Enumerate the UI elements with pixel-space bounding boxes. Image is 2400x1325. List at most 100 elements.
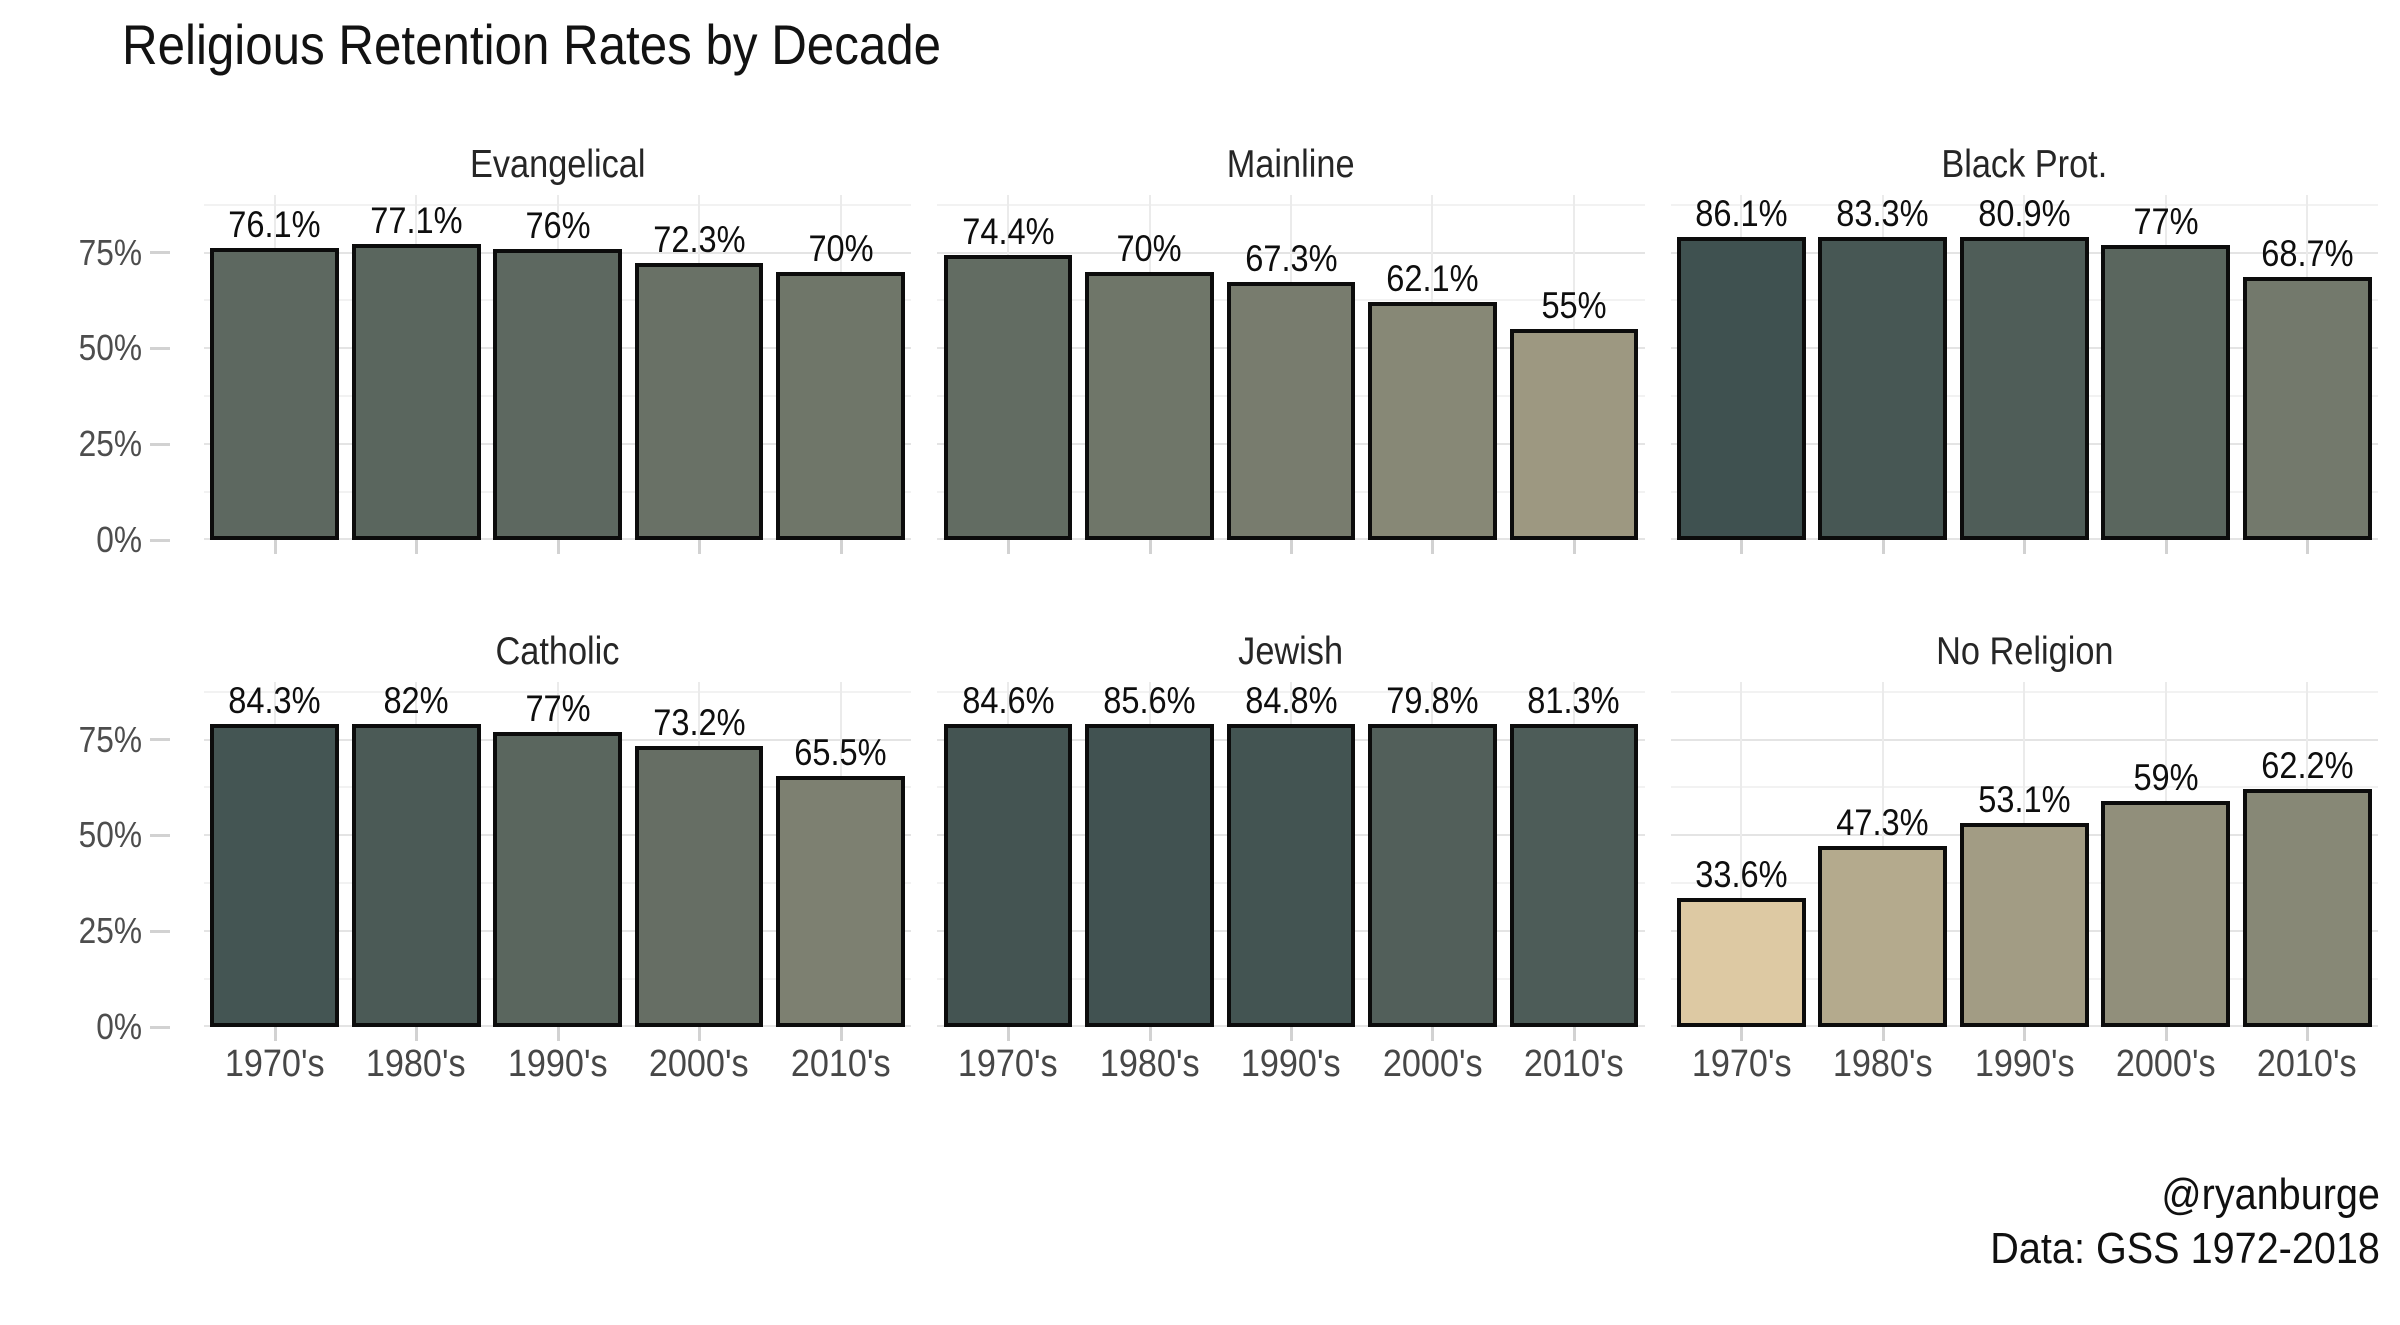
bar-value-label: 84.3% xyxy=(228,680,321,721)
bar-1980-s-mainline xyxy=(1085,271,1214,540)
bar-1990-s-no-religion xyxy=(1959,823,2089,1027)
plot-panel: 84.3% 82% 77% 73.2% 65.5% xyxy=(204,680,912,1027)
bar-value-label: 81.3% xyxy=(1527,680,1621,721)
y-axis-label: 25% xyxy=(78,910,142,952)
x-axis-labels: 1970's 1980's 1990's 2000's 2010's xyxy=(204,1043,911,1101)
bar-2010-s-catholic xyxy=(776,775,905,1027)
bar-value-label: 84.8% xyxy=(1244,680,1338,721)
bar-value-label: 72.3% xyxy=(652,218,746,260)
x-axis-label: 1990's xyxy=(1974,1043,2075,1085)
x-axis-tick xyxy=(1572,540,1576,554)
y-axis-tick xyxy=(150,833,170,837)
x-axis-label: 1980's xyxy=(1832,1043,1933,1085)
facet-title: Catholic xyxy=(495,630,620,673)
x-axis-tick xyxy=(1572,1027,1576,1041)
y-axis-label: 25% xyxy=(78,423,142,465)
gridline-vertical xyxy=(1740,682,1743,1027)
facet-title: Jewish xyxy=(1238,630,1344,673)
plot-panel: 84.6% 85.6% 84.8% 79.8% 81.3% xyxy=(937,680,1645,1027)
x-axis-tick xyxy=(273,540,277,554)
x-axis-tick xyxy=(1289,1027,1293,1041)
bar-2010-s-black-prot xyxy=(2242,276,2372,540)
bar-2010-s-evangelical xyxy=(776,271,905,540)
bar-1970-s-mainline xyxy=(943,254,1073,540)
x-axis-label: 1980's xyxy=(1099,1043,1200,1085)
facet-jewish: Jewish 84.6% 85.6% 84.8% 79.8% 81.3% 1970's 198… xyxy=(937,612,1645,1101)
x-axis-label: 2000's xyxy=(1382,1043,1483,1085)
bar-value-label: 59% xyxy=(2133,756,2199,798)
x-axis-tick xyxy=(1289,540,1293,554)
y-axis-bottom: 0% 25% 50% 75% xyxy=(0,612,178,1101)
caption-handle: @ryanburge xyxy=(2161,1170,2380,1219)
plot-panel: 86.1% 83.3% 80.9% 77% 68.7% xyxy=(1670,193,2378,540)
x-axis-tick xyxy=(2023,1027,2027,1041)
bar-value-label: 47.3% xyxy=(1836,801,1930,843)
y-axis-tick xyxy=(150,738,170,741)
x-axis-tick xyxy=(1740,540,1744,554)
plot-panel: 74.4% 70% 67.3% 62.1% 55% xyxy=(937,195,1645,540)
bar-1990-s-black-prot xyxy=(1959,237,2089,540)
bar-value-label: 68.7% xyxy=(2261,232,2354,274)
plot-panel: 76.1% 77.1% 76% 72.3% 70% xyxy=(204,195,912,540)
facet-title: Mainline xyxy=(1227,143,1355,186)
x-axis-label: 1970's xyxy=(1691,1043,1792,1085)
x-axis-label: 2000's xyxy=(649,1043,749,1085)
bar-2010-s-mainline xyxy=(1509,329,1639,540)
x-axis-tick xyxy=(273,1027,277,1041)
facet-row-bottom: 0% 25% 50% 75% Catholic 84.3% 82% 77% 73.2% 65.5… xyxy=(0,612,2400,1101)
x-axis-tick xyxy=(698,1027,702,1041)
x-axis-tick xyxy=(839,540,843,554)
y-axis-tick xyxy=(150,929,170,933)
bar-value-label: 62.2% xyxy=(2261,744,2354,786)
x-axis-tick xyxy=(2306,540,2310,554)
bar-2010-s-jewish xyxy=(1509,724,1639,1027)
bar-value-label: 76.1% xyxy=(228,204,321,246)
x-axis-tick xyxy=(1881,540,1885,554)
bar-value-label: 86.1% xyxy=(1695,193,1788,234)
bar-value-label: 77% xyxy=(2133,200,2199,242)
bar-value-label: 65.5% xyxy=(794,731,887,773)
y-axis-tick xyxy=(150,346,170,350)
y-axis-top: 0% 25% 50% 75% xyxy=(0,125,178,560)
bar-1980-s-jewish xyxy=(1085,724,1214,1027)
x-axis-tick xyxy=(415,540,419,554)
facet-mainline: Mainline 74.4% 70% 67.3% 62.1% 55% xyxy=(937,125,1645,556)
x-axis-tick xyxy=(2164,540,2168,554)
bar-2000-s-black-prot xyxy=(2101,244,2231,540)
bar-2000-s-no-religion xyxy=(2101,800,2231,1027)
y-axis-tick xyxy=(150,251,170,254)
x-axis-label: 1990's xyxy=(1241,1043,1341,1085)
bar-value-label: 55% xyxy=(1541,285,1607,327)
bar-value-label: 80.9% xyxy=(1978,193,2071,234)
bar-1980-s-no-religion xyxy=(1818,845,1948,1027)
x-axis-tick xyxy=(1148,1027,1152,1041)
x-axis-label: 2000's xyxy=(2115,1043,2216,1085)
chart-title: Religious Retention Rates by Decade xyxy=(122,13,942,76)
x-axis-label: 1970's xyxy=(958,1043,1058,1085)
y-axis-label: 50% xyxy=(78,327,142,369)
y-axis-label: 75% xyxy=(78,718,142,760)
x-axis-label: 2010's xyxy=(1524,1043,1624,1085)
y-axis-label: 50% xyxy=(78,814,142,856)
facet-row-top: 0% 25% 50% 75% Evangelical 76.1% 77.1% 76% 72.3… xyxy=(0,125,2400,560)
bar-value-label: 74.4% xyxy=(961,210,1055,252)
x-axis-label: 2010's xyxy=(790,1043,891,1085)
y-axis-tick xyxy=(150,442,170,446)
bar-value-label: 67.3% xyxy=(1244,238,1338,280)
x-axis-tick xyxy=(698,540,702,554)
bar-value-label: 73.2% xyxy=(652,702,746,744)
bar-value-label: 70% xyxy=(1116,227,1183,269)
x-axis-labels: 1970's 1980's 1990's 2000's 2010's xyxy=(1671,1043,2378,1101)
facet-title: No Religion xyxy=(1935,630,2114,673)
y-axis-tick xyxy=(150,538,170,542)
bar-1980-s-black-prot xyxy=(1818,237,1948,540)
bar-value-label: 82% xyxy=(383,680,449,721)
x-axis-label: 1990's xyxy=(507,1043,608,1085)
facet-evangelical: Evangelical 76.1% 77.1% 76% 72.3% 70% xyxy=(204,125,912,556)
bar-1980-s-evangelical xyxy=(351,244,481,540)
bar-1990-s-jewish xyxy=(1226,724,1356,1027)
x-axis-tick xyxy=(556,540,560,554)
x-axis-tick xyxy=(1007,1027,1011,1041)
bar-value-label: 62.1% xyxy=(1386,257,1479,299)
